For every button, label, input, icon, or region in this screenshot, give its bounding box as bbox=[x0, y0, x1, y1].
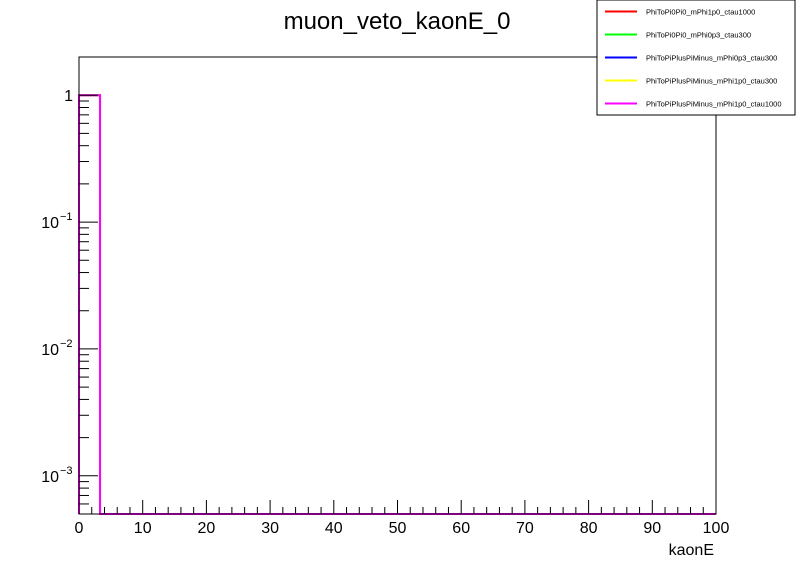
y-tick-base: 10 bbox=[41, 469, 59, 486]
y-tick-label: 10 −1 bbox=[41, 211, 72, 232]
x-tick-label: 0 bbox=[75, 520, 84, 537]
x-tick-label: 40 bbox=[325, 520, 343, 537]
legend-label: PhiToPiPlusPiMinus_mPhi1p0_ctau300 bbox=[646, 77, 777, 86]
legend-label: PhiToPiPlusPiMinus_mPhi1p0_ctau1000 bbox=[646, 100, 782, 109]
y-tick-label: 10 −3 bbox=[41, 465, 72, 486]
legend-entry: PhiToPi0Pi0_mPhi1p0_ctau1000 bbox=[605, 8, 755, 17]
x-tick-label: 10 bbox=[134, 520, 152, 537]
x-tick-label: 100 bbox=[703, 520, 730, 537]
legend-entry: PhiToPi0Pi0_mPhi0p3_ctau300 bbox=[605, 31, 751, 40]
y-tick-exponent: −1 bbox=[60, 211, 73, 223]
legend-entry: PhiToPiPlusPiMinus_mPhi1p0_ctau1000 bbox=[605, 100, 782, 109]
x-tick-label: 30 bbox=[261, 520, 279, 537]
x-tick-label: 20 bbox=[198, 520, 216, 537]
x-axis: 0 10 20 30 40 50 60 70 80 90 100 bbox=[75, 500, 730, 537]
x-tick-label: 80 bbox=[580, 520, 598, 537]
legend-entry: PhiToPiPlusPiMinus_mPhi0p3_ctau300 bbox=[605, 54, 777, 63]
y-tick-exponent: −2 bbox=[60, 338, 73, 350]
x-tick-label: 50 bbox=[389, 520, 407, 537]
legend-entry: PhiToPiPlusPiMinus_mPhi1p0_ctau300 bbox=[605, 77, 777, 86]
x-axis-label: kaonE bbox=[669, 542, 714, 559]
x-tick-label: 60 bbox=[452, 520, 470, 537]
legend-label: PhiToPiPlusPiMinus_mPhi0p3_ctau300 bbox=[646, 54, 777, 63]
legend: PhiToPi0Pi0_mPhi1p0_ctau1000 PhiToPi0Pi0_… bbox=[596, 0, 796, 116]
y-tick-label: 10 −2 bbox=[41, 338, 72, 359]
y-tick-base: 1 bbox=[64, 88, 73, 105]
legend-label: PhiToPi0Pi0_mPhi0p3_ctau300 bbox=[646, 31, 751, 40]
legend-label: PhiToPi0Pi0_mPhi1p0_ctau1000 bbox=[646, 8, 755, 17]
y-axis: 110−110−210−3 bbox=[41, 56, 98, 515]
x-tick-label: 70 bbox=[516, 520, 534, 537]
y-tick-label: 1 bbox=[64, 88, 73, 105]
chart-title: muon_veto_kaonE_0 bbox=[284, 8, 511, 35]
y-tick-exponent: −3 bbox=[60, 465, 73, 477]
y-tick-base: 10 bbox=[41, 342, 59, 359]
y-tick-base: 10 bbox=[41, 215, 59, 232]
x-tick-label: 90 bbox=[643, 520, 661, 537]
